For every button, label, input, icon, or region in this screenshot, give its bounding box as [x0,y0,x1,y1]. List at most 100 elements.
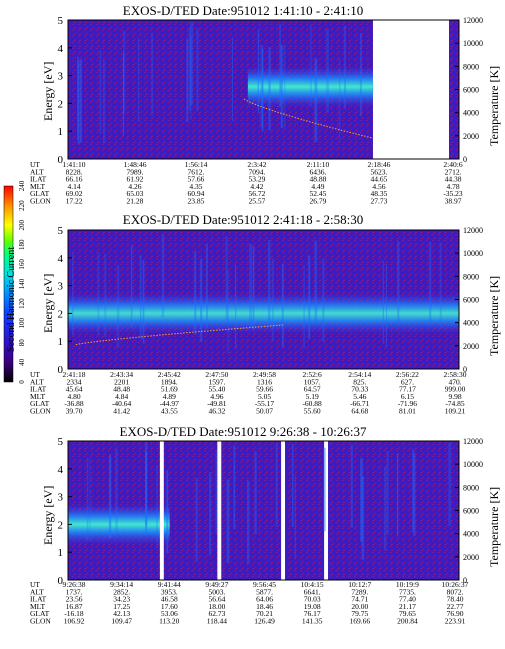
spectrogram-streak [268,47,271,131]
spectrogram-streak [231,37,234,121]
table-cell: 16.87 [66,602,83,611]
table-cell: 48.88 [310,175,327,184]
table-cell: 77.40 [399,595,416,604]
table-cell: 64.06 [256,595,273,604]
spectrogram-streak [226,479,230,563]
temperature-tick-label: 0 [463,365,467,374]
spectrogram-streak [72,252,74,336]
table-cell: 7094. [249,167,266,176]
table-cell: 66.16 [66,175,83,184]
table-cell: 17.60 [161,602,178,611]
panel-2-right-label: Temperature [K] [487,276,501,356]
table-cell: 9.98 [448,392,461,401]
spectrogram-streak [89,457,91,541]
table-cell: 43.55 [161,407,178,416]
colorbar-tick-label: 100 [18,317,26,328]
panel-1-energy-axis: 0 1 2 3 4 5 [58,15,72,166]
spectrogram-streak [383,466,387,551]
energy-band [68,292,459,335]
spectrogram-streak [122,30,126,114]
table-cell: 2:43:34 [110,370,133,379]
table-cell: 4.84 [115,392,128,401]
spectrogram-streak [145,441,148,526]
table-row-label: ALT [30,587,44,596]
spectrogram-streak [190,21,194,106]
table-cell: 2334 [67,377,82,386]
spectrogram-streak [77,60,80,144]
table-cell: 64.57 [304,385,321,394]
table-cell: 25.57 [249,197,266,206]
table-cell: 4.96 [210,392,223,401]
spectrogram-streak [294,475,296,559]
table-cell: 8072. [447,587,464,596]
spectrogram-streak [261,48,264,133]
table-cell: 10:4:15 [301,580,324,589]
colorbar-ticks: 0 40 80 100 120 140 160 180 200 220 240 [18,180,26,384]
table-cell: 5.19 [306,392,319,401]
table-cell: 17.25 [113,602,130,611]
table-row-label: GLAT [30,609,50,618]
table-cell: 9:56:45 [253,580,276,589]
table-row-label: UT [30,160,40,169]
spectrogram-streak [382,260,384,345]
table-cell: 5.05 [258,392,271,401]
temperature-tick-label: 2000 [463,342,479,351]
panel-1-spectrogram [67,19,460,160]
spectrogram-streak [339,58,341,142]
spectrogram-streak [225,236,228,320]
table-cell: 7989. [127,167,144,176]
table-cell: 42.13 [113,609,130,618]
data-gap [159,441,164,580]
table-cell: 9:49:27 [205,580,228,589]
spectrogram-streak [166,470,169,554]
table-cell: 2:52:6 [303,370,322,379]
table-cell: 6641. [304,587,321,596]
energy-tick-label: 4 [58,43,64,55]
panel-1: EXOS-D/TED Date:951012 1:41:10 - 2:41:10… [30,3,501,206]
panel-3-ylabel: Energy [eV] [41,486,55,545]
spectrogram-streak [386,263,388,348]
spectrogram-streak [272,258,274,342]
table-cell: 56.64 [208,595,225,604]
table-cell: 69.02 [66,189,83,198]
table-cell: 46.32 [208,407,225,416]
table-cell: -74.85 [445,399,465,408]
energy-tick-label: 3 [58,281,64,293]
table-cell: 109.47 [111,617,132,626]
table-cell: 4.56 [372,182,385,191]
spectrogram-streak [116,264,120,349]
table-cell: 7735. [399,587,416,596]
table-row-label: UT [30,580,40,589]
table-cell: 46.58 [161,595,178,604]
table-row-label: UT [30,370,40,379]
table-cell: -35.23 [443,189,463,198]
colorbar-tick-label: 240 [18,180,26,191]
table-cell: 45.64 [66,385,83,394]
spectrogram-streak [386,450,389,535]
colorbar-tick-label: 80 [18,339,26,347]
colorbar-gradient [3,185,14,383]
table-cell: -16.18 [64,609,84,618]
spectrogram-streak [108,454,112,539]
spectrogram-streak [86,457,89,542]
spectrogram-streak [257,29,259,114]
spectrogram-streak [99,50,102,134]
table-cell: 53.06 [161,609,178,618]
table-cell: 77.17 [399,385,416,394]
table-cell: 48.48 [113,385,130,394]
table-row-label: GLAT [30,399,50,408]
table-cell: 2:45:42 [158,370,181,379]
energy-tick-label: 2 [58,308,64,320]
table-cell: 1057. [304,377,321,386]
spectrogram-streak [314,240,318,324]
table-cell: 200.84 [397,617,418,626]
table-cell: 48.35 [371,189,388,198]
spectrogram-streak [151,32,153,117]
table-cell: 1597. [208,377,225,386]
spectrogram-streak [130,244,133,329]
panel-1-ylabel: Energy [eV] [41,62,55,121]
table-cell: 2712. [445,167,462,176]
table-cell: 27.73 [371,197,388,206]
spectrogram-streak [284,45,286,129]
